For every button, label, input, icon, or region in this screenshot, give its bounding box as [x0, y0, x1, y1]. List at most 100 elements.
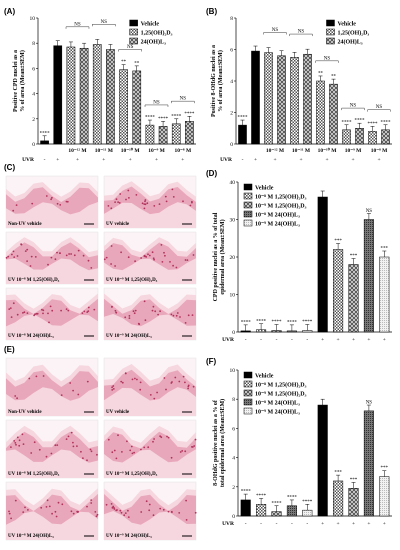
uvr-sign: -: [291, 337, 293, 343]
group-label: 10⁻⁸ M: [371, 148, 388, 154]
uvr-sign: +: [352, 337, 355, 343]
y-tick-label: 40: [230, 180, 236, 186]
uvr-sign: -: [276, 521, 278, 527]
legend-swatch: [243, 407, 253, 415]
chart-a: 0 2 4 6 8 10 Positive CPD nuclei as a% of area…: [13, 16, 196, 163]
bar: [119, 69, 128, 145]
panel-label-f: (F): [206, 357, 217, 366]
uvr-sign: -: [306, 337, 308, 343]
micrograph-label: UV 10⁻⁹ M 24(OH)L₃: [106, 533, 152, 539]
uvr-sign: -: [44, 157, 46, 163]
bar: [286, 505, 297, 517]
uvr-sign: +: [383, 337, 386, 343]
group-label: 10⁻⁸ M: [175, 148, 192, 154]
chart-f: 0 2 4 6 8 10 8-OHdG positive nuclei as a % of t…: [213, 368, 392, 527]
bar: [317, 404, 328, 517]
uvr-sign: +: [383, 521, 386, 527]
ns-bracket: [315, 60, 339, 63]
uvr-sign: +: [321, 337, 324, 343]
legend-entry: 10⁻⁸ M 1,25(OH)₂D₃: [255, 194, 307, 201]
y-tick-label: 30: [230, 218, 236, 224]
uvr-sign: +: [155, 157, 158, 163]
micrograph-e-1: Non-UV vehicle: [5, 357, 99, 417]
micrograph-c-1: Non-UV vehicle: [5, 175, 99, 229]
legend-entry: 24(OH)L₃: [141, 39, 166, 46]
micrograph-c-3: UV 10⁻⁸ M 1,25(OH)₂D₃: [5, 231, 99, 285]
bar: [256, 329, 267, 333]
uvr-sign: +: [352, 521, 355, 527]
micrograph-label: UV vehicle: [106, 410, 130, 415]
significance-label: ****: [256, 319, 267, 324]
uvr-sign: -: [245, 521, 247, 527]
panel-label-c: (C): [4, 163, 15, 172]
bar: [240, 330, 251, 333]
ns-bracket: [65, 26, 90, 29]
uvr-label: UVR: [22, 157, 35, 163]
uvr-sign: +: [325, 157, 328, 163]
significance-label: **: [331, 75, 337, 80]
micrograph-e-2: UV vehicle: [103, 357, 197, 417]
uvr-sign: +: [367, 337, 370, 343]
significance-label: ****: [158, 117, 169, 122]
ns-bracket: [367, 109, 391, 112]
uvr-sign: -: [260, 521, 262, 527]
y-tick-label: 10: [230, 293, 236, 299]
ns-label: NS: [272, 28, 279, 33]
chart-b: 0 2 4 6 8 Positive 8-OHdG nuclei as a% of are…: [211, 16, 392, 163]
y-axis-label: CPD positive nuclei as a % of total: [213, 212, 219, 301]
significance-label: ****: [238, 116, 249, 121]
legend-swatch: [243, 219, 253, 227]
y-tick-label: 4: [232, 456, 235, 462]
significance-label: ****: [381, 120, 392, 125]
significance-label: ***: [334, 471, 342, 476]
micrograph-label: Non-UV vehicle: [8, 410, 42, 415]
uvr-label: UVR: [222, 337, 235, 343]
ns-bracket: [341, 107, 365, 111]
significance-label: NS: [366, 401, 373, 406]
legend-swatch: [129, 37, 138, 45]
legend-entry: Vehicle: [255, 374, 274, 380]
uvr-sign: +: [351, 157, 354, 163]
bar: [271, 511, 282, 517]
uvr-sign: +: [337, 337, 340, 343]
legend-swatch: [243, 389, 253, 397]
legend-swatch: [326, 28, 335, 36]
bar: [132, 70, 142, 145]
bar: [256, 504, 267, 517]
legend-entry: 24(OH)L₃: [337, 39, 362, 46]
legend-entry: 1,25(OH)₂D₃: [141, 30, 173, 37]
bar: [348, 264, 359, 333]
legend-swatch: [326, 37, 335, 45]
significance-label: ***: [381, 466, 389, 471]
significance-label: ****: [302, 320, 313, 325]
significance-label: ****: [40, 131, 51, 136]
micrograph-label: UV 10⁻⁸ M 1,25(OH)₂D₃: [8, 471, 60, 477]
ns-label: NS: [74, 22, 81, 27]
ns-label: NS: [127, 45, 134, 50]
significance-label: **: [134, 61, 140, 66]
uvr-sign: +: [181, 157, 184, 163]
legend: Vehicle 1,25(OH)₂D₃ 24(OH)L₃: [129, 19, 173, 46]
micrograph-label: UV 10⁻⁸ M 24(OH)L₃: [8, 333, 54, 339]
significance-label: ****: [368, 122, 379, 127]
micrograph-e-3: UV 10⁻⁸ M 1,25(OH)₂D₃: [5, 419, 99, 479]
micrograph-label: UV vehicle: [106, 222, 130, 227]
legend-entry: 1,25(OH)₂D₃: [337, 30, 369, 37]
significance-label: ****: [272, 501, 283, 506]
micrograph-grid-c: Non-UV vehicle UV vehicle UV 10⁻⁸ M 1,25(O…: [5, 175, 197, 341]
uvr-sign: -: [242, 157, 244, 163]
group-label: 10⁻⁹ M: [148, 148, 165, 154]
uvr-sign: +: [377, 157, 380, 163]
significance-label: ***: [350, 478, 358, 483]
ns-bracket: [92, 24, 116, 27]
micrograph-label: Non-UV vehicle: [8, 222, 42, 227]
legend-entry: 10⁻⁹ M 1,25(OH)₂D₃: [255, 391, 307, 398]
significance-label: NS: [366, 209, 373, 214]
group-label: 10⁻¹¹ M: [95, 148, 114, 154]
legend-entry: 10⁻⁸ M 1,25(OH)₂D₃: [255, 382, 307, 389]
significance-label: ***: [350, 254, 358, 259]
uvr-sign: +: [129, 157, 132, 163]
significance-label: ****: [355, 119, 366, 124]
group-label: 10⁻¹⁰ M: [121, 147, 141, 154]
uvr-sign: +: [367, 521, 370, 527]
